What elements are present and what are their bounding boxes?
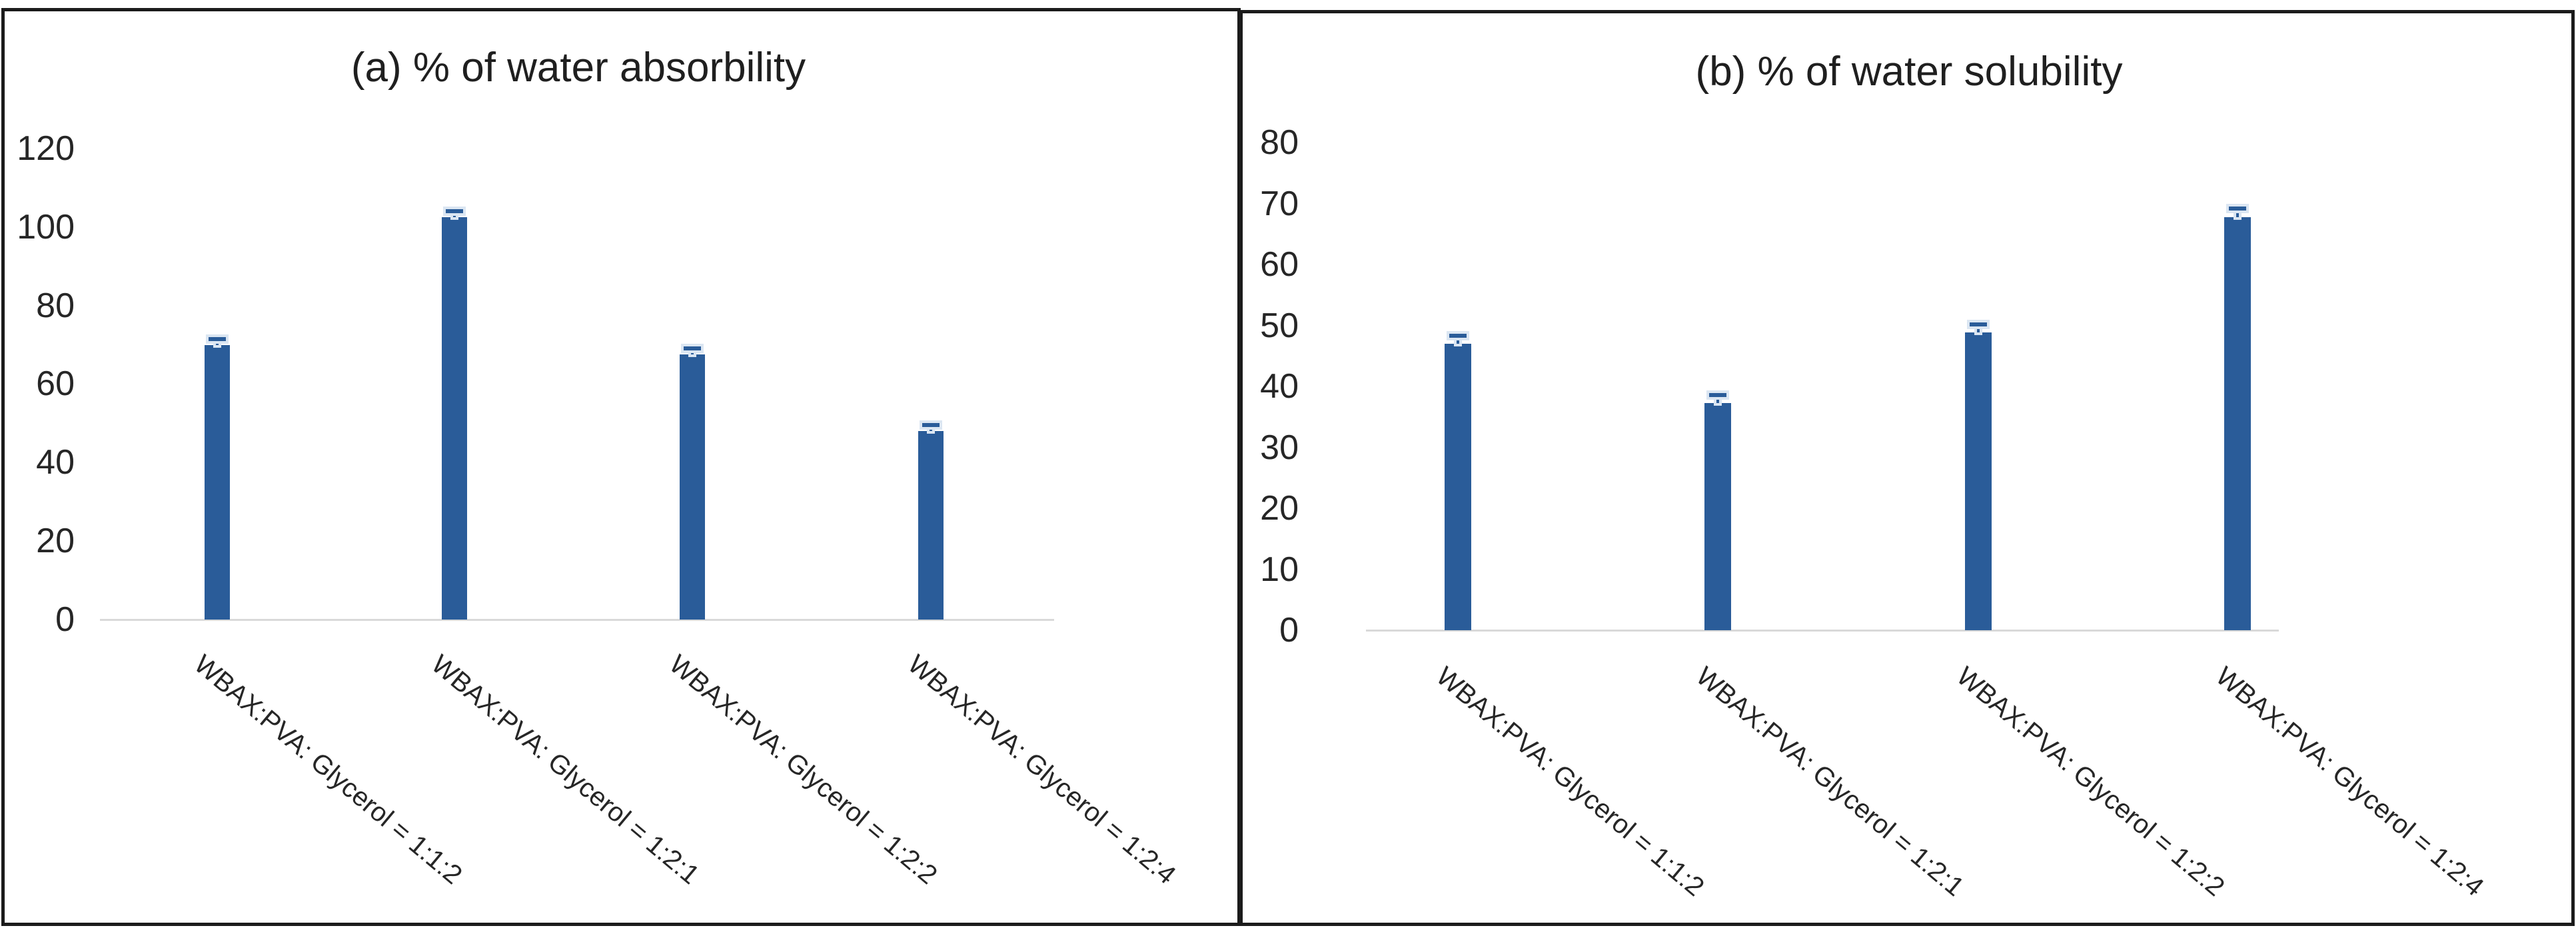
y-tick-label: 40 bbox=[1260, 367, 1299, 406]
error-bar-cap bbox=[1970, 322, 1987, 326]
error-bar-whisker bbox=[930, 425, 932, 432]
bar bbox=[918, 431, 944, 620]
y-tick-label: 20 bbox=[36, 522, 75, 561]
error-bar-whisker bbox=[691, 348, 694, 355]
bar bbox=[1445, 343, 1471, 630]
error-bar-whisker bbox=[2236, 208, 2239, 217]
y-tick-label: 80 bbox=[1260, 123, 1299, 162]
y-tick-label: 0 bbox=[55, 600, 75, 639]
error-bar-whisker bbox=[453, 211, 456, 218]
bar bbox=[1965, 332, 1992, 630]
chart-a-title: (a) % of water absorbility bbox=[350, 45, 806, 91]
error-bar-cap bbox=[922, 423, 940, 428]
bar bbox=[2224, 217, 2251, 630]
y-tick-label: 10 bbox=[1260, 550, 1299, 589]
bar bbox=[1704, 402, 1731, 630]
y-tick-label: 50 bbox=[1260, 306, 1299, 345]
y-tick-label: 100 bbox=[17, 207, 75, 246]
x-axis-line bbox=[100, 619, 1054, 621]
y-tick-label: 30 bbox=[1260, 428, 1299, 467]
y-tick-label: 80 bbox=[36, 286, 75, 325]
bar bbox=[442, 217, 467, 620]
error-bar-whisker bbox=[1716, 394, 1719, 403]
error-bar-cap bbox=[1449, 334, 1467, 338]
error-bar-cap bbox=[209, 336, 226, 341]
y-tick-label: 40 bbox=[36, 443, 75, 482]
error-bar-whisker bbox=[216, 338, 219, 345]
error-bar-cap bbox=[446, 209, 463, 214]
y-tick-label: 20 bbox=[1260, 489, 1299, 528]
y-tick-label: 120 bbox=[17, 129, 75, 168]
y-tick-label: 0 bbox=[1279, 611, 1299, 650]
bar bbox=[680, 354, 705, 620]
y-tick-label: 70 bbox=[1260, 184, 1299, 223]
error-bar-cap bbox=[684, 346, 701, 351]
y-tick-label: 60 bbox=[36, 364, 75, 404]
error-bar-cap bbox=[2229, 206, 2246, 211]
error-bar-whisker bbox=[1457, 336, 1459, 344]
y-tick-label: 60 bbox=[1260, 245, 1299, 284]
error-bar-whisker bbox=[1977, 324, 1980, 333]
bar bbox=[205, 344, 230, 620]
x-axis-line bbox=[1366, 630, 2279, 632]
chart-b-title: (b) % of water solubility bbox=[1695, 49, 2123, 95]
error-bar-cap bbox=[1709, 392, 1726, 397]
